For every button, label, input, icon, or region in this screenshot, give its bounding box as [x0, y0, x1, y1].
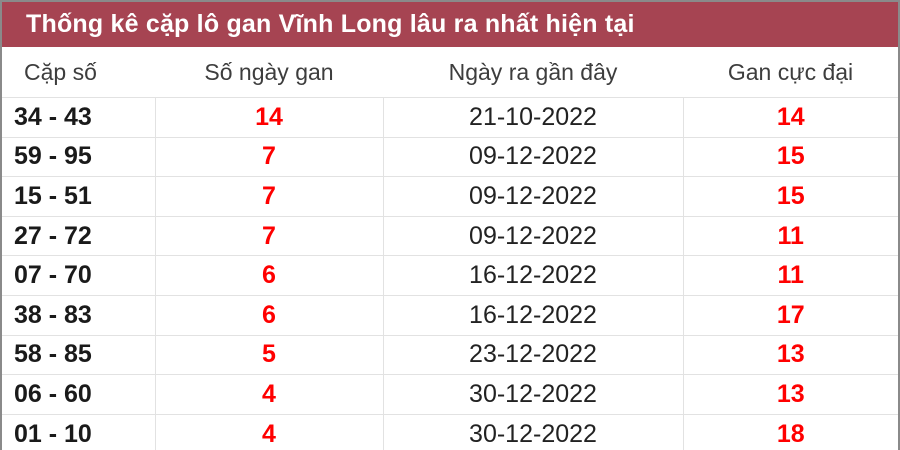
cell-last-date: 21-10-2022 — [382, 97, 684, 138]
table-row: 27 - 72 7 09-12-2022 11 — [2, 215, 898, 257]
cell-pair: 27 - 72 — [2, 215, 156, 257]
cell-days: 5 — [154, 334, 384, 376]
cell-pair: 38 - 83 — [2, 294, 156, 336]
table-header-row: Cặp số Số ngày gan Ngày ra gần đây Gan c… — [2, 47, 898, 98]
header-max: Gan cực đại — [727, 58, 854, 85]
table-row: 38 - 83 6 16-12-2022 17 — [2, 294, 898, 336]
cell-max: 15 — [682, 176, 898, 217]
cell-days: 7 — [154, 215, 384, 257]
cell-days: 4 — [154, 413, 384, 450]
cell-pair: 01 - 10 — [2, 413, 156, 450]
cell-pair: 07 - 70 — [2, 255, 156, 296]
cell-last-date: 23-12-2022 — [382, 334, 684, 376]
cell-pair: 34 - 43 — [2, 97, 156, 138]
cell-max: 17 — [682, 294, 898, 336]
cell-pair: 58 - 85 — [2, 334, 156, 376]
header-days: Số ngày gan — [204, 58, 334, 85]
table-row: 07 - 70 6 16-12-2022 11 — [2, 255, 898, 296]
cell-days: 4 — [154, 374, 384, 415]
gan-table: Cặp số Số ngày gan Ngày ra gần đây Gan c… — [2, 47, 898, 450]
cell-max: 13 — [682, 374, 898, 415]
cell-max: 14 — [682, 97, 898, 138]
cell-last-date: 16-12-2022 — [382, 294, 684, 336]
table-row: 01 - 10 4 30-12-2022 18 — [2, 413, 898, 450]
cell-pair: 59 - 95 — [2, 136, 156, 178]
cell-pair: 06 - 60 — [2, 374, 156, 415]
cell-max: 13 — [682, 334, 898, 376]
cell-last-date: 09-12-2022 — [382, 215, 684, 257]
cell-days: 6 — [154, 255, 384, 296]
header-last-date: Ngày ra gần đây — [448, 58, 618, 85]
cell-last-date: 16-12-2022 — [382, 255, 684, 296]
cell-max: 11 — [682, 255, 898, 296]
cell-days: 14 — [154, 97, 384, 138]
cell-max: 11 — [682, 215, 898, 257]
table-row: 58 - 85 5 23-12-2022 13 — [2, 334, 898, 376]
table-row: 34 - 43 14 21-10-2022 14 — [2, 97, 898, 138]
cell-last-date: 30-12-2022 — [382, 413, 684, 450]
table-row: 06 - 60 4 30-12-2022 13 — [2, 374, 898, 415]
cell-pair: 15 - 51 — [2, 176, 156, 217]
cell-days: 6 — [154, 294, 384, 336]
cell-last-date: 09-12-2022 — [382, 136, 684, 178]
cell-days: 7 — [154, 136, 384, 178]
cell-days: 7 — [154, 176, 384, 217]
cell-max: 15 — [682, 136, 898, 178]
cell-last-date: 09-12-2022 — [382, 176, 684, 217]
table-row: 59 - 95 7 09-12-2022 15 — [2, 136, 898, 178]
cell-last-date: 30-12-2022 — [382, 374, 684, 415]
cell-max: 18 — [682, 413, 898, 450]
header-pair: Cặp số — [24, 58, 97, 85]
panel-title: Thống kê cặp lô gan Vĩnh Long lâu ra nhấ… — [2, 2, 898, 47]
table-row: 15 - 51 7 09-12-2022 15 — [2, 176, 898, 217]
